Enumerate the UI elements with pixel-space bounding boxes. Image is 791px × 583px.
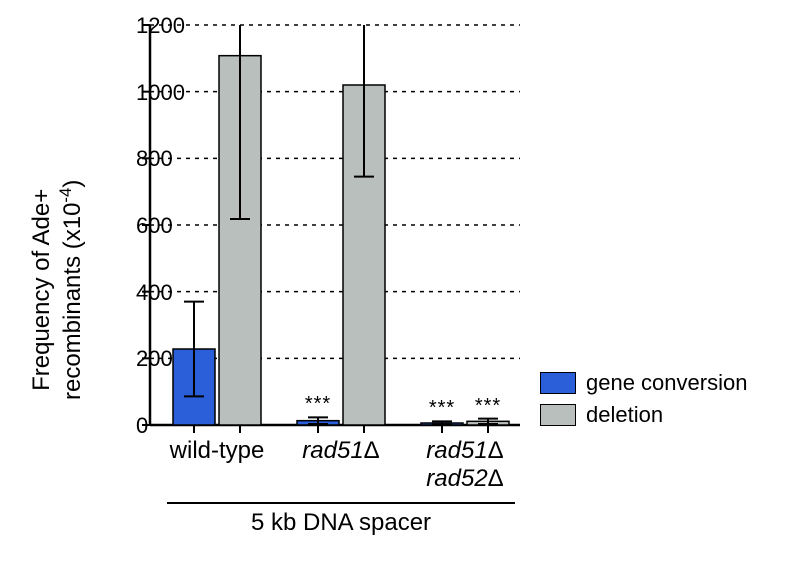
y-axis-label-line2: recombinants (x10-4)	[59, 180, 86, 400]
legend-label: gene conversion	[586, 370, 747, 396]
significance-marker: ***	[475, 395, 501, 418]
y-axis-label: Frequency of Ade+ recombinants (x10-4)	[28, 180, 87, 400]
x-category-label: wild-type	[170, 437, 265, 465]
x-category-label: rad51Δ	[302, 437, 379, 465]
x-category-label: rad51Δrad52Δ	[426, 437, 503, 493]
y-axis-label-line1: Frequency of Ade+	[28, 189, 55, 391]
x-axis-label: 5 kb DNA spacer	[251, 509, 431, 537]
legend-swatch	[540, 404, 576, 426]
significance-marker: ***	[429, 397, 455, 420]
significance-marker: ***	[305, 393, 331, 416]
chart-svg	[0, 0, 791, 583]
chart-container: Frequency of Ade+ recombinants (x10-4) 0…	[0, 0, 791, 583]
legend-swatch	[540, 372, 576, 394]
legend-item: deletion	[540, 402, 747, 428]
legend-item: gene conversion	[540, 370, 747, 396]
legend: gene conversion deletion	[540, 370, 747, 434]
legend-label: deletion	[586, 402, 663, 428]
